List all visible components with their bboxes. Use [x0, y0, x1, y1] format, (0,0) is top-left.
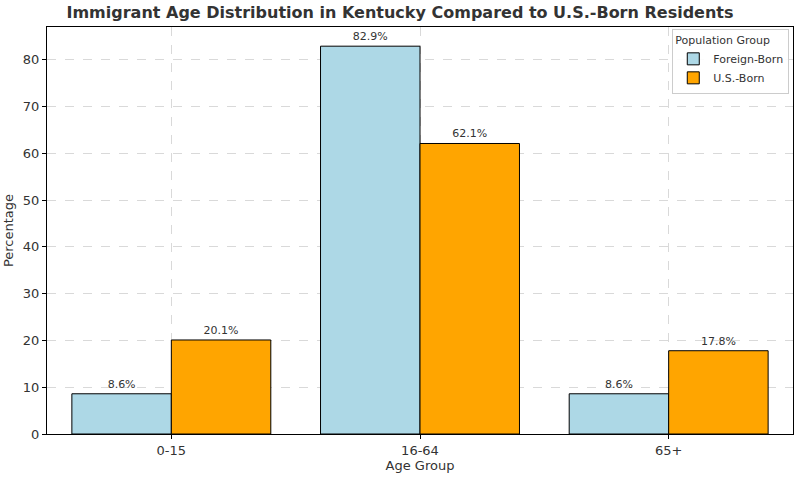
svg-text:8.6%: 8.6%	[605, 378, 633, 391]
svg-text:Immigrant Age Distribution in: Immigrant Age Distribution in Kentucky C…	[66, 3, 733, 22]
svg-text:50: 50	[23, 193, 40, 208]
svg-text:60: 60	[23, 146, 40, 161]
svg-text:20.1%: 20.1%	[204, 324, 239, 337]
svg-text:20: 20	[23, 333, 40, 348]
svg-text:U.S.-Born: U.S.-Born	[713, 72, 764, 85]
svg-text:16-64: 16-64	[401, 443, 439, 458]
svg-text:8.6%: 8.6%	[108, 378, 136, 391]
svg-text:0-15: 0-15	[157, 443, 187, 458]
svg-text:70: 70	[23, 99, 40, 114]
svg-text:Percentage: Percentage	[1, 194, 16, 267]
svg-text:Age Group: Age Group	[386, 458, 455, 473]
svg-text:80: 80	[23, 52, 40, 67]
svg-text:17.8%: 17.8%	[701, 335, 736, 348]
svg-text:40: 40	[23, 239, 40, 254]
svg-text:Population Group: Population Group	[675, 34, 770, 47]
svg-text:65+: 65+	[655, 443, 682, 458]
svg-text:30: 30	[23, 286, 40, 301]
svg-text:0: 0	[31, 427, 39, 442]
svg-text:62.1%: 62.1%	[452, 127, 487, 140]
svg-text:10: 10	[23, 380, 40, 395]
svg-text:Foreign-Born: Foreign-Born	[713, 53, 783, 66]
svg-text:82.9%: 82.9%	[353, 30, 388, 43]
